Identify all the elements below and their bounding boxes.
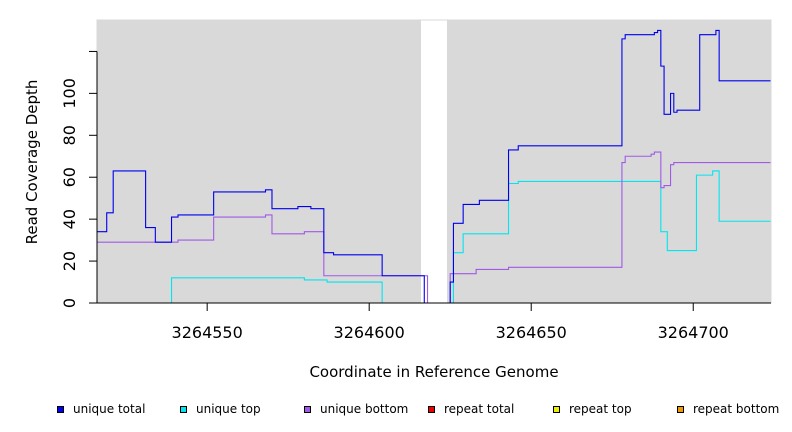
x-tick-label: 3264550 bbox=[172, 323, 243, 342]
y-tick-label: 20 bbox=[60, 251, 79, 271]
series-line-unique-top bbox=[97, 170, 771, 304]
x-tick-label: 3264600 bbox=[334, 323, 405, 342]
legend-label: unique bottom bbox=[320, 402, 409, 416]
legend-item-unique-bottom: unique bottom bbox=[304, 399, 408, 419]
plot-background-right bbox=[446, 20, 771, 303]
axes: 3264550 3264600 3264650 3264700 0 20 40 60 80 100 bbox=[60, 50, 771, 342]
legend-label: repeat bottom bbox=[693, 402, 780, 416]
legend-swatch bbox=[57, 405, 64, 413]
legend-item-repeat-bottom: repeat bottom bbox=[677, 399, 779, 419]
legend-item-repeat-top: repeat top bbox=[553, 399, 632, 419]
series-line-unique-bottom bbox=[97, 151, 771, 304]
legend-item-unique-top: unique top bbox=[180, 399, 261, 419]
x-axis-title: Coordinate in Reference Genome bbox=[309, 363, 558, 381]
legend-item-repeat-total: repeat total bbox=[428, 399, 514, 419]
plot-area bbox=[96, 19, 772, 304]
y-axis-title: Read Coverage Depth bbox=[23, 80, 41, 245]
legend-label: unique top bbox=[196, 402, 261, 416]
y-tick-label: 100 bbox=[60, 78, 79, 109]
legend-swatch bbox=[304, 405, 311, 413]
legend-label: repeat total bbox=[444, 402, 515, 416]
series-line-unique-total bbox=[97, 29, 771, 304]
chart-legend: unique total unique top unique bottom repea… bbox=[0, 399, 792, 419]
plot-background-left bbox=[97, 20, 422, 303]
x-tick-label: 3264650 bbox=[496, 323, 567, 342]
y-tick-label: 0 bbox=[60, 298, 79, 308]
legend-swatch bbox=[677, 405, 684, 413]
legend-label: unique total bbox=[73, 402, 146, 416]
legend-swatch bbox=[180, 405, 187, 413]
legend-label: repeat top bbox=[569, 402, 632, 416]
coverage-gap bbox=[421, 20, 447, 303]
legend-item-unique-total: unique total bbox=[57, 399, 145, 419]
legend-swatch bbox=[553, 405, 560, 413]
y-tick-label: 80 bbox=[60, 125, 79, 145]
legend-swatch bbox=[428, 405, 435, 413]
y-tick-label: 40 bbox=[60, 209, 79, 229]
x-tick-label: 3264700 bbox=[658, 323, 729, 342]
y-tick-label: 60 bbox=[60, 167, 79, 187]
